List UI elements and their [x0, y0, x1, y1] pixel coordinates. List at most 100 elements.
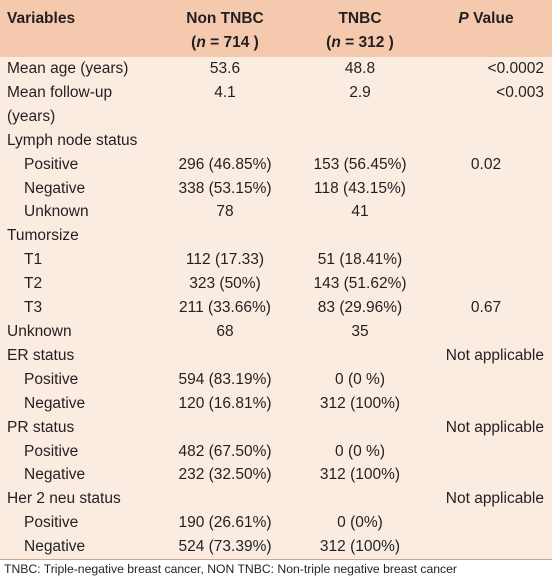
row-label: Negative: [24, 179, 86, 197]
row-tnbc: 312 (100%): [319, 538, 401, 556]
row-label: Her 2 neu status: [7, 490, 121, 508]
table-row: Unknown 78 41: [0, 200, 552, 224]
header-variables: Variables: [0, 0, 150, 57]
row-p-value: [420, 511, 552, 535]
row-tnbc: 35: [351, 322, 369, 340]
header-tnbc: TNBC (n = 312 ): [300, 0, 420, 57]
row-p-value: [420, 535, 552, 559]
table-row: Negative 232 (32.50%) 312 (100%): [0, 463, 552, 487]
row-tnbc: 83 (29.96%): [317, 299, 403, 317]
table-row: Mean follow-up (years) 4.1 2.9 <0.003: [0, 81, 552, 129]
table-row: Mean age (years) 53.6 48.8 <0.0002: [0, 57, 552, 81]
row-p-value: [420, 177, 552, 201]
row-label: Positive: [24, 514, 79, 532]
row-label: Tumorsize: [7, 227, 79, 245]
row-tnbc: 48.8: [344, 60, 376, 77]
row-label: Negative: [24, 466, 86, 484]
row-non-tnbc: 296 (46.85%): [178, 155, 272, 173]
header-p-letter: P: [458, 10, 469, 27]
row-non-tnbc: 232 (32.50%): [178, 466, 272, 484]
row-tnbc: 153 (56.45%): [313, 155, 407, 173]
row-tnbc: 312 (100%): [319, 466, 401, 484]
header-non-tnbc-n: (n = 714 ): [191, 34, 259, 51]
row-p-value: [420, 272, 552, 296]
row-label: Positive: [24, 155, 79, 173]
row-label: Lymph node status: [7, 131, 138, 149]
row-label: Mean follow-up (years): [7, 83, 113, 125]
header-variables-label: Variables: [7, 10, 76, 27]
header-p-value: P Value: [420, 0, 552, 57]
row-p-value: [420, 248, 552, 272]
table-row: Positive 190 (26.61%) 0 (0%): [0, 511, 552, 535]
table-row: Positive 482 (67.50%) 0 (0 %): [0, 440, 552, 464]
table-row: Negative 524 (73.39%) 312 (100%): [0, 535, 552, 559]
row-p-value: [420, 392, 552, 416]
row-p-value: Not applicable: [445, 490, 544, 508]
row-label: ER status: [7, 346, 75, 364]
row-label: T2: [24, 275, 43, 293]
row-p-value: [420, 463, 552, 487]
table-row: PR status Not applicable: [0, 416, 552, 440]
row-p-value: [420, 440, 552, 464]
header-tnbc-label: TNBC: [338, 10, 382, 27]
row-p-value: [420, 200, 552, 224]
row-non-tnbc: 524 (73.39%): [178, 538, 272, 556]
table-row: T1 112 (17.33) 51 (18.41%): [0, 248, 552, 272]
row-tnbc: 51 (18.41%): [317, 251, 403, 269]
row-non-tnbc: 4.1: [214, 83, 236, 101]
table-row: Tumorsize: [0, 224, 552, 248]
row-non-tnbc: 211 (33.66%): [179, 299, 271, 317]
table-row: Negative 120 (16.81%) 312 (100%): [0, 392, 552, 416]
row-p-value: [420, 368, 552, 392]
row-tnbc: 41: [351, 203, 369, 221]
table-body: Mean age (years) 53.6 48.8 <0.0002 Mean …: [0, 57, 552, 560]
row-label: Positive: [24, 442, 79, 460]
table-row: Lymph node status: [0, 129, 552, 153]
row-label: T3: [24, 299, 43, 317]
row-label: Negative: [24, 538, 86, 556]
row-label: T1: [24, 251, 43, 269]
table-row: Her 2 neu status Not applicable: [0, 487, 552, 511]
row-p-value: <0.0002: [487, 60, 544, 77]
row-p-value: Not applicable: [445, 346, 544, 364]
row-label: Mean age (years): [7, 60, 129, 77]
table-row: ER status Not applicable: [0, 344, 552, 368]
table-row: T2 323 (50%) 143 (51.62%): [0, 272, 552, 296]
header-non-tnbc: Non TNBC (n = 714 ): [150, 0, 300, 57]
row-tnbc: 312 (100%): [319, 394, 401, 412]
row-tnbc: 143 (51.62%): [313, 275, 407, 293]
row-non-tnbc: 338 (53.15%): [178, 179, 272, 197]
row-label: PR status: [7, 418, 75, 436]
table-header: Variables Non TNBC (n = 714 ) TNBC (n = …: [0, 0, 552, 57]
row-non-tnbc: 482 (67.50%): [178, 442, 272, 460]
row-non-tnbc: 323 (50%): [189, 275, 261, 293]
row-non-tnbc: 120 (16.81%): [178, 394, 272, 412]
row-p-value: 0.02: [470, 155, 502, 173]
header-p-rest: Value: [468, 10, 514, 27]
row-tnbc: 0 (0%): [337, 514, 383, 532]
table-row: Positive 296 (46.85%) 153 (56.45%) 0.02: [0, 153, 552, 177]
table-row: Unknown 68 35: [0, 320, 552, 344]
row-non-tnbc: 594 (83.19%): [178, 370, 272, 388]
row-p-value: Not applicable: [445, 418, 544, 436]
row-tnbc: 0 (0 %): [335, 442, 385, 460]
row-tnbc: 118 (43.15%): [314, 179, 406, 197]
row-p-value: 0.67: [470, 299, 502, 317]
row-non-tnbc: 68: [216, 322, 234, 340]
row-label: Negative: [24, 394, 86, 412]
table-row: T3 211 (33.66%) 83 (29.96%) 0.67: [0, 296, 552, 320]
row-tnbc: 0 (0 %): [335, 370, 385, 388]
table-row: Negative 338 (53.15%) 118 (43.15%): [0, 177, 552, 201]
row-non-tnbc: 53.6: [209, 60, 241, 77]
row-label: Positive: [24, 370, 79, 388]
table-row: Positive 594 (83.19%) 0 (0 %): [0, 368, 552, 392]
header-non-tnbc-label: Non TNBC: [186, 10, 264, 27]
table-footnote: TNBC: Triple-negative breast cancer, NON…: [0, 559, 552, 579]
row-non-tnbc: 78: [216, 203, 234, 221]
row-label: Unknown: [7, 322, 72, 340]
row-non-tnbc: 190 (26.61%): [178, 514, 272, 532]
row-p-value: <0.003: [496, 83, 544, 101]
row-non-tnbc: 112 (17.33): [185, 251, 265, 269]
row-label: Unknown: [24, 203, 89, 221]
